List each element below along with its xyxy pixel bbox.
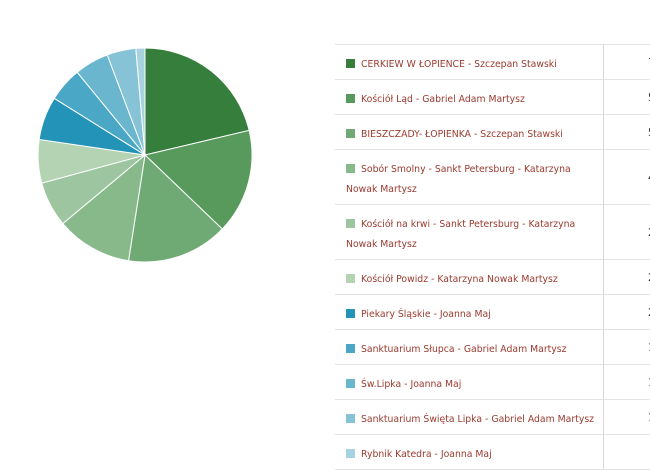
legend-value: 25 — [604, 205, 650, 260]
legend-value: 78 — [604, 45, 650, 80]
legend-row[interactable]: BIESZCZADY- ŁOPIENKA - Szczepan Stawski 5… — [335, 115, 650, 150]
legend-value: 19 — [604, 330, 650, 365]
legend-value: 56 — [604, 115, 650, 150]
legend-label[interactable]: Kościół na krwi - Sankt Petersburg - Kat… — [346, 219, 575, 250]
legend-row[interactable]: CERKIEW W ŁOPIENCE - Szczepan Stawski 78 — [335, 45, 650, 80]
pie-chart — [30, 40, 260, 270]
legend-row[interactable]: Rybnik Katedra - Joanna Maj 5 — [335, 435, 650, 470]
legend-row[interactable]: Piekary Śląskie - Joanna Maj 24 — [335, 295, 650, 330]
legend-value: 24 — [604, 295, 650, 330]
legend-name-cell: Kościół Ląd - Gabriel Adam Martysz — [335, 80, 604, 115]
legend-row[interactable]: Sanktuarium Święta Lipka - Gabriel Adam … — [335, 400, 650, 435]
legend-label[interactable]: Sanktuarium Święta Lipka - Gabriel Adam … — [361, 414, 594, 425]
legend-label[interactable]: CERKIEW W ŁOPIENCE - Szczepan Stawski — [361, 59, 557, 70]
legend-value: 24 — [604, 260, 650, 295]
legend-swatch — [346, 274, 355, 283]
legend-swatch — [346, 94, 355, 103]
legend-row[interactable]: Kościół Ląd - Gabriel Adam Martysz 58 — [335, 80, 650, 115]
legend-value: 16 — [604, 400, 650, 435]
legend-swatch — [346, 129, 355, 138]
legend-name-cell: Rybnik Katedra - Joanna Maj — [335, 435, 604, 470]
legend-swatch — [346, 219, 355, 228]
legend-label[interactable]: BIESZCZADY- ŁOPIENKA - Szczepan Stawski — [361, 129, 563, 140]
legend-swatch — [346, 59, 355, 68]
legend-label[interactable]: Kościół Powidz - Katarzyna Nowak Martysz — [361, 274, 558, 285]
legend-name-cell: Sanktuarium Święta Lipka - Gabriel Adam … — [335, 400, 604, 435]
legend-table: CERKIEW W ŁOPIENCE - Szczepan Stawski78K… — [335, 44, 650, 470]
legend-value: 42 — [604, 150, 650, 205]
legend-label[interactable]: Sanktuarium Słupca - Gabriel Adam Martys… — [361, 344, 567, 355]
legend-name-cell: BIESZCZADY- ŁOPIENKA - Szczepan Stawski — [335, 115, 604, 150]
legend-swatch — [346, 164, 355, 173]
legend-name-cell: Sobór Smolny - Sankt Petersburg - Katarz… — [335, 150, 604, 205]
legend-name-cell: Kościół Powidz - Katarzyna Nowak Martysz — [335, 260, 604, 295]
legend-label[interactable]: Kościół Ląd - Gabriel Adam Martysz — [361, 94, 525, 105]
legend-swatch — [346, 414, 355, 423]
legend-label[interactable]: Piekary Śląskie - Joanna Maj — [361, 309, 491, 320]
legend-swatch — [346, 379, 355, 388]
legend-name-cell: Piekary Śląskie - Joanna Maj — [335, 295, 604, 330]
legend-swatch — [346, 309, 355, 318]
legend-value: 58 — [604, 80, 650, 115]
legend-row[interactable]: Kościół Powidz - Katarzyna Nowak Martysz… — [335, 260, 650, 295]
legend-name-cell: Kościół na krwi - Sankt Petersburg - Kat… — [335, 205, 604, 260]
legend-row[interactable]: Kościół na krwi - Sankt Petersburg - Kat… — [335, 205, 650, 260]
legend-swatch — [346, 344, 355, 353]
legend-name-cell: CERKIEW W ŁOPIENCE - Szczepan Stawski — [335, 45, 604, 80]
legend-value: 5 — [604, 435, 650, 470]
legend-name-cell: Św.Lipka - Joanna Maj — [335, 365, 604, 400]
legend-row[interactable]: Św.Lipka - Joanna Maj 19 — [335, 365, 650, 400]
legend-row[interactable]: Sanktuarium Słupca - Gabriel Adam Martys… — [335, 330, 650, 365]
legend-row[interactable]: Sobór Smolny - Sankt Petersburg - Katarz… — [335, 150, 650, 205]
legend-label[interactable]: Św.Lipka - Joanna Maj — [361, 379, 461, 390]
legend-swatch — [346, 449, 355, 458]
legend-label[interactable]: Sobór Smolny - Sankt Petersburg - Katarz… — [346, 164, 571, 195]
legend-value: 19 — [604, 365, 650, 400]
legend-name-cell: Sanktuarium Słupca - Gabriel Adam Martys… — [335, 330, 604, 365]
legend-label[interactable]: Rybnik Katedra - Joanna Maj — [361, 449, 492, 460]
